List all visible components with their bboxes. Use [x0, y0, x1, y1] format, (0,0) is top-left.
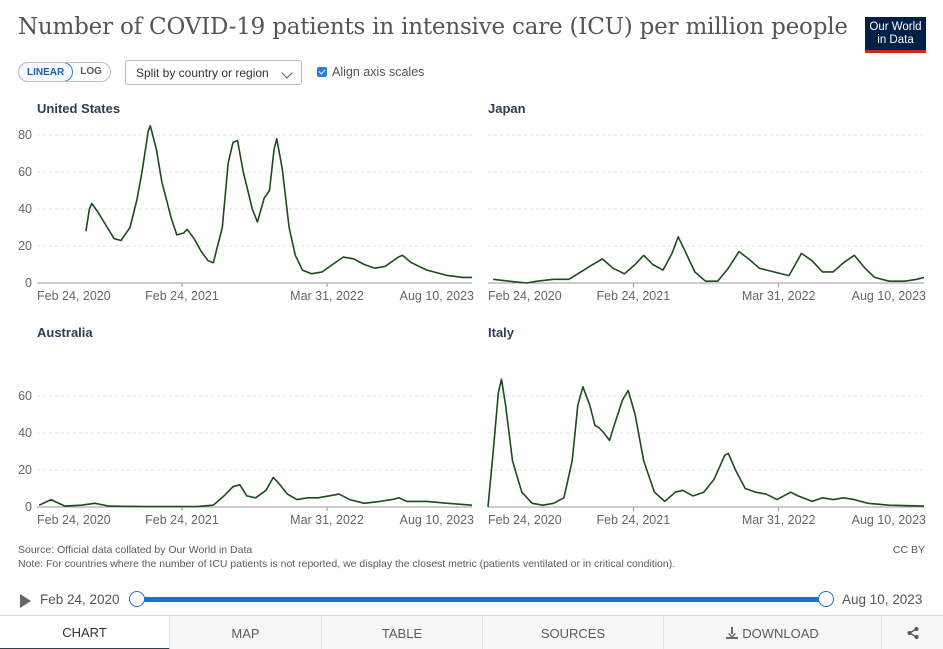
y-tick-label-au-2: 40 — [18, 426, 32, 440]
tab-sources-label: SOURCES — [540, 625, 606, 641]
x-tick-label-jp-2: Mar 31, 2022 — [742, 289, 816, 303]
owid-logo[interactable]: Our World in Data — [865, 17, 926, 53]
y-tick-label-us-1: 20 — [18, 239, 32, 253]
series-line-us[interactable] — [85, 125, 472, 279]
tab-table-label: TABLE — [381, 625, 423, 641]
log-scale-button[interactable]: LOG — [80, 66, 102, 77]
chart-united-states: 0 20 40 60 80 Feb 24, 2020 Feb 24, 2021 Mar 31,… — [18, 125, 474, 303]
license-link[interactable]: CC BY — [892, 544, 925, 556]
x-tick-label-it-1: Feb 24, 2021 — [596, 513, 670, 527]
timeline: Feb 24, 2020 Aug 10, 2023 — [0, 588, 943, 612]
panel-title-japan: Japan — [488, 101, 526, 116]
tab-map-label: MAP — [231, 625, 260, 641]
checkbox-checked-icon[interactable] — [317, 67, 327, 77]
note-text: Note: For countries where the number of … — [18, 558, 676, 570]
panel-title-australia: Australia — [37, 325, 93, 340]
chart-title: Number of COVID-19 patients in intensive… — [18, 14, 848, 40]
chart-japan: Feb 24, 2020 Feb 24, 2021 Mar 31, 2022 Aug … — [488, 134, 926, 303]
x-tick-label-it-0: Feb 24, 2020 — [488, 513, 562, 527]
panel-title-italy: Italy — [488, 325, 515, 340]
tab-download-label: DOWNLOAD — [742, 625, 819, 641]
share-button[interactable] — [882, 616, 943, 649]
source-text: Source: Official data collated by Our Wo… — [18, 544, 253, 556]
series-line-au[interactable] — [38, 476, 473, 508]
x-tick-label-it-2: Mar 31, 2022 — [742, 513, 816, 527]
x-tick-label-au-2: Mar 31, 2022 — [290, 513, 364, 527]
align-axis-label: Align axis scales — [332, 65, 425, 79]
timeline-track[interactable] — [137, 597, 826, 602]
chart-australia: 0 20 40 60 Feb 24, 2020 Feb 24, 2021 Mar 31, 2… — [18, 389, 474, 527]
x-tick-label-jp-3: Aug 10, 2023 — [852, 289, 926, 303]
tab-table[interactable]: TABLE — [322, 616, 483, 649]
y-tick-label-au-0: 0 — [25, 500, 32, 514]
play-icon[interactable] — [20, 594, 31, 608]
scale-toggle: LINEAR LOG — [18, 62, 111, 82]
y-tick-label-au-1: 20 — [18, 463, 32, 477]
x-tick-label-it-3: Aug 10, 2023 — [852, 513, 926, 527]
x-tick-label-us-2: Mar 31, 2022 — [290, 289, 364, 303]
split-by-select[interactable]: Split by country or region — [125, 60, 302, 85]
panel-title-united-states: United States — [37, 101, 121, 116]
x-tick-label-au-3: Aug 10, 2023 — [400, 513, 474, 527]
timeline-start-date: Feb 24, 2020 — [40, 592, 120, 607]
y-tick-label-us-0: 0 — [25, 276, 32, 290]
logo-line-1: Our World — [869, 21, 922, 33]
timeline-end-handle[interactable] — [818, 591, 834, 607]
timeline-start-handle[interactable] — [129, 591, 145, 607]
x-tick-label-us-1: Feb 24, 2021 — [145, 289, 219, 303]
x-tick-label-jp-1: Feb 24, 2021 — [596, 289, 670, 303]
logo-red-bar — [865, 50, 926, 53]
tab-sources[interactable]: SOURCES — [483, 616, 664, 649]
y-tick-label-us-2: 40 — [18, 202, 32, 216]
y-tick-label-us-4: 80 — [18, 128, 32, 142]
logo-line-2: in Data — [877, 33, 914, 46]
series-line-jp[interactable] — [493, 236, 925, 284]
y-tick-label-au-3: 60 — [18, 389, 32, 403]
y-tick-label-us-3: 60 — [18, 165, 32, 179]
download-icon — [726, 627, 739, 639]
align-axis-toggle[interactable]: Align axis scales — [317, 65, 424, 79]
tab-chart-label: CHART — [62, 624, 107, 640]
tab-map[interactable]: MAP — [170, 616, 322, 649]
tab-chart[interactable]: CHART — [0, 616, 170, 649]
x-tick-label-au-1: Feb 24, 2021 — [145, 513, 219, 527]
linear-scale-button[interactable]: LINEAR — [18, 63, 74, 81]
tab-download[interactable]: DOWNLOAD — [664, 616, 882, 649]
split-by-label: Split by country or region — [136, 66, 269, 80]
share-icon — [907, 627, 918, 639]
tab-bar: CHART MAP TABLE SOURCES DOWNLOAD — [0, 615, 943, 649]
chevron-down-icon — [281, 67, 293, 79]
x-tick-label-us-0: Feb 24, 2020 — [37, 289, 111, 303]
chart-italy: Feb 24, 2020 Feb 24, 2021 Mar 31, 2022 Aug … — [487, 378, 926, 527]
x-tick-label-us-3: Aug 10, 2023 — [400, 289, 474, 303]
series-line-it[interactable] — [487, 378, 925, 508]
timeline-end-date: Aug 10, 2023 — [842, 592, 923, 607]
x-tick-label-au-0: Feb 24, 2020 — [37, 513, 111, 527]
x-tick-label-jp-0: Feb 24, 2020 — [488, 289, 562, 303]
